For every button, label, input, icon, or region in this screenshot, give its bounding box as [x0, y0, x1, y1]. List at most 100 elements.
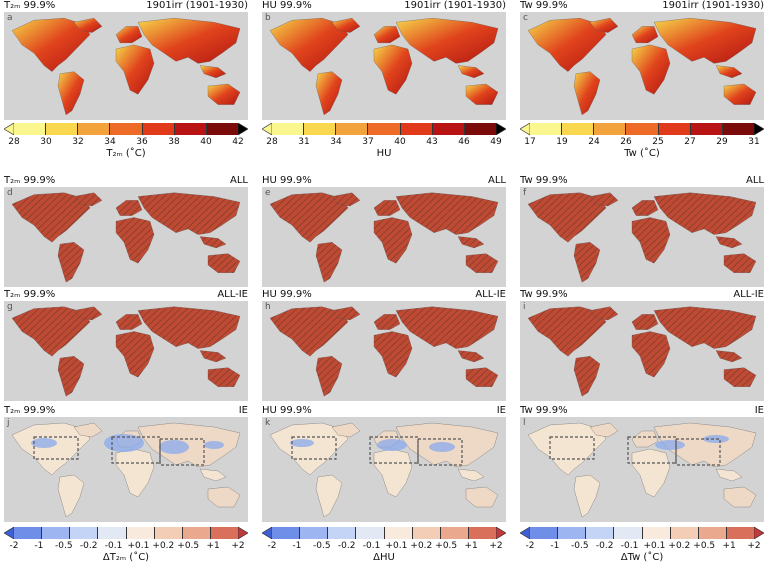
landmass — [315, 71, 343, 116]
landmass — [207, 486, 241, 508]
colorbar-tick-label: +0.5 — [435, 541, 458, 551]
colorbar-min-arrow — [520, 123, 530, 135]
irrigation-region-box — [627, 436, 677, 464]
colorbar-segment — [126, 527, 155, 539]
significance-hatching — [138, 306, 240, 349]
colorbar-max-arrow — [238, 123, 248, 135]
colorbar-tick-label: +0.1 — [643, 541, 666, 551]
landmass — [465, 83, 499, 105]
panel-variable-label: Tw 99.9% — [520, 0, 568, 11]
significance-hatching — [590, 192, 618, 207]
significance-hatching — [632, 217, 670, 264]
world-map — [269, 18, 499, 116]
panel-letter: j — [7, 418, 10, 428]
colorbar-segment — [468, 527, 496, 539]
colorbar-max-arrow — [238, 527, 248, 539]
significance-hatching — [208, 367, 240, 387]
colorbar-segment — [300, 527, 329, 539]
panel-variable-label: Tw 99.9% — [520, 289, 568, 300]
colorbar-segment — [586, 527, 615, 539]
colorbar-segment — [14, 527, 43, 539]
panel-variable-label: T₂ₘ 99.9% — [4, 289, 56, 300]
colorbar-tick-label: +0.5 — [177, 541, 200, 551]
colorbar-tick-label: -0.5 — [54, 541, 73, 551]
cooling-region — [429, 442, 455, 452]
landmass — [715, 468, 743, 482]
colorbar-tick-label: -0.1 — [362, 541, 381, 551]
landmass — [373, 26, 401, 44]
significance-hatching — [396, 306, 498, 349]
significance-hatching — [332, 306, 360, 321]
irrigation-region-box — [33, 436, 79, 460]
landmass — [331, 18, 361, 33]
map-panel: a — [4, 12, 248, 120]
panel-letter: c — [523, 13, 528, 23]
significance-hatching — [716, 236, 742, 248]
colorbar-segment — [626, 123, 659, 135]
colorbar-max-arrow — [754, 527, 764, 539]
colorbar-segment — [210, 527, 238, 539]
colorbar-tick-label: 40 — [200, 137, 212, 147]
panel-scenario-label: 1901irr (1901-1930) — [146, 0, 248, 11]
colorbar-tick-label: -0.2 — [337, 541, 356, 551]
landmass — [331, 422, 361, 438]
landmass — [115, 26, 143, 44]
colorbar-tick-label: +1 — [206, 541, 220, 551]
colorbar-tick-label: -1 — [292, 541, 302, 551]
significance-hatching — [590, 306, 618, 321]
significance-hatching — [200, 236, 226, 248]
colorbar-max-arrow — [496, 527, 506, 539]
significance-hatching — [374, 331, 412, 378]
colorbar — [14, 527, 238, 539]
map-panel: h — [262, 301, 506, 401]
world-map — [527, 18, 757, 116]
landmass — [373, 448, 413, 498]
world-map — [11, 18, 241, 116]
landmass — [57, 474, 85, 518]
landmass — [465, 486, 499, 508]
map-panel: e — [262, 187, 506, 287]
landmass — [373, 44, 413, 95]
landmass — [457, 468, 485, 482]
significance-hatching — [632, 200, 658, 216]
colorbar-segment — [272, 123, 305, 135]
landmass — [115, 44, 155, 95]
irrigation-region-box — [369, 436, 419, 464]
panel-variable-label: T₂ₘ 99.9% — [4, 175, 56, 186]
significance-hatching — [116, 331, 154, 378]
significance-hatching — [316, 356, 342, 397]
colorbar-segment — [304, 123, 337, 135]
landmass — [269, 422, 349, 476]
colorbar-unit-label: ΔHU — [373, 552, 395, 563]
landmass — [137, 18, 241, 64]
map-panel: i — [520, 301, 764, 401]
landmass — [653, 422, 757, 468]
cooling-region — [377, 439, 407, 451]
significance-hatching — [58, 242, 84, 283]
significance-hatching — [116, 314, 142, 330]
landmass — [199, 468, 227, 482]
colorbar-unit-label: T₂ₘ (˚C) — [106, 148, 146, 159]
colorbar — [272, 527, 496, 539]
map-panel: l — [520, 417, 764, 522]
irrigation-region-box — [111, 436, 161, 464]
significance-hatching — [528, 192, 606, 243]
colorbar-segment — [110, 123, 143, 135]
colorbar-segment — [98, 527, 127, 539]
colorbar-segment — [722, 123, 754, 135]
panel-letter: g — [7, 302, 13, 312]
colorbar-segment — [272, 527, 301, 539]
significance-hatching — [270, 306, 348, 357]
significance-hatching — [458, 236, 484, 248]
significance-hatching — [138, 192, 240, 235]
cooling-region — [655, 440, 685, 450]
colorbar-tick-label: 42 — [232, 137, 244, 147]
colorbar-tick-label: 40 — [394, 137, 406, 147]
landmass — [527, 422, 607, 476]
landmass — [11, 18, 91, 72]
colorbar-segment — [70, 527, 99, 539]
significance-hatching — [374, 200, 400, 216]
landmass — [631, 448, 671, 498]
landmass — [589, 422, 619, 438]
colorbar-tick-label: +1 — [722, 541, 736, 551]
